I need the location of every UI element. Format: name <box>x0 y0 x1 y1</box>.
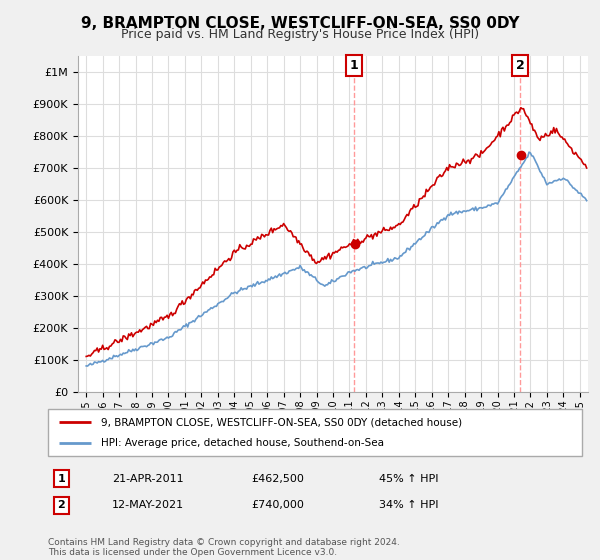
Text: 2: 2 <box>516 59 524 72</box>
Text: 34% ↑ HPI: 34% ↑ HPI <box>379 501 439 510</box>
Text: 2: 2 <box>58 501 65 510</box>
Text: 1: 1 <box>58 474 65 484</box>
FancyBboxPatch shape <box>48 409 582 456</box>
Text: 45% ↑ HPI: 45% ↑ HPI <box>379 474 439 484</box>
Text: 12-MAY-2021: 12-MAY-2021 <box>112 501 184 510</box>
Text: £462,500: £462,500 <box>251 474 304 484</box>
Text: 9, BRAMPTON CLOSE, WESTCLIFF-ON-SEA, SS0 0DY: 9, BRAMPTON CLOSE, WESTCLIFF-ON-SEA, SS0… <box>81 16 519 31</box>
Text: 21-APR-2011: 21-APR-2011 <box>112 474 184 484</box>
Text: 9, BRAMPTON CLOSE, WESTCLIFF-ON-SEA, SS0 0DY (detached house): 9, BRAMPTON CLOSE, WESTCLIFF-ON-SEA, SS0… <box>101 417 463 427</box>
Text: 1: 1 <box>350 59 359 72</box>
Text: Contains HM Land Registry data © Crown copyright and database right 2024.
This d: Contains HM Land Registry data © Crown c… <box>48 538 400 557</box>
Text: Price paid vs. HM Land Registry's House Price Index (HPI): Price paid vs. HM Land Registry's House … <box>121 28 479 41</box>
Text: HPI: Average price, detached house, Southend-on-Sea: HPI: Average price, detached house, Sout… <box>101 438 385 448</box>
Text: £740,000: £740,000 <box>251 501 304 510</box>
